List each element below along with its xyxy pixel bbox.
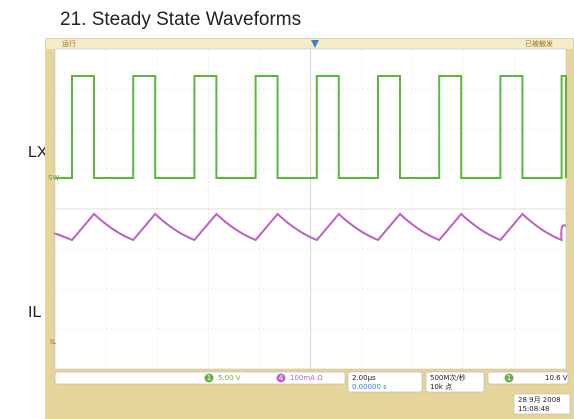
time: 15:08:48: [518, 405, 549, 413]
ch4-scale: 100mA Ω: [290, 374, 323, 382]
trigger-pos-marker: [311, 40, 319, 48]
status: 运行: [62, 39, 76, 48]
ch4-badge: 4: [279, 374, 284, 382]
delay: 0.00000 s: [352, 383, 387, 391]
channel-scale-box: [54, 371, 346, 385]
ch1-badge: 1: [207, 374, 211, 382]
trigger-level: 10.6 V: [545, 374, 568, 382]
timebase: 2.00μs: [352, 374, 376, 382]
grid: [55, 49, 566, 369]
ch1-badge-bg: [204, 373, 214, 383]
points: 10k 点: [430, 383, 452, 391]
il-label: IL: [28, 304, 41, 321]
sample-rate: 500M次/秒: [430, 373, 466, 382]
trig-badge: 1: [507, 374, 511, 382]
ch4-marker: IL: [50, 338, 56, 346]
acq-box: [425, 371, 485, 393]
trig-badge-bg: [504, 373, 514, 383]
figure-title: 21. Steady State Waveforms: [60, 9, 301, 30]
scope-top-bar: [46, 39, 573, 49]
trigger-state: 已被触发: [525, 39, 553, 48]
lx-waveform: [55, 75, 567, 179]
ch1-scale: 5.00 V: [218, 374, 241, 382]
date-box: [513, 393, 571, 415]
timebase-box: [347, 371, 423, 393]
date: 28 9月 2008: [518, 396, 561, 404]
il-waveform: [53, 212, 567, 242]
lx-label: LX: [28, 144, 48, 161]
ch1-marker: SW: [48, 174, 59, 182]
ch4-badge-bg: [276, 373, 286, 383]
